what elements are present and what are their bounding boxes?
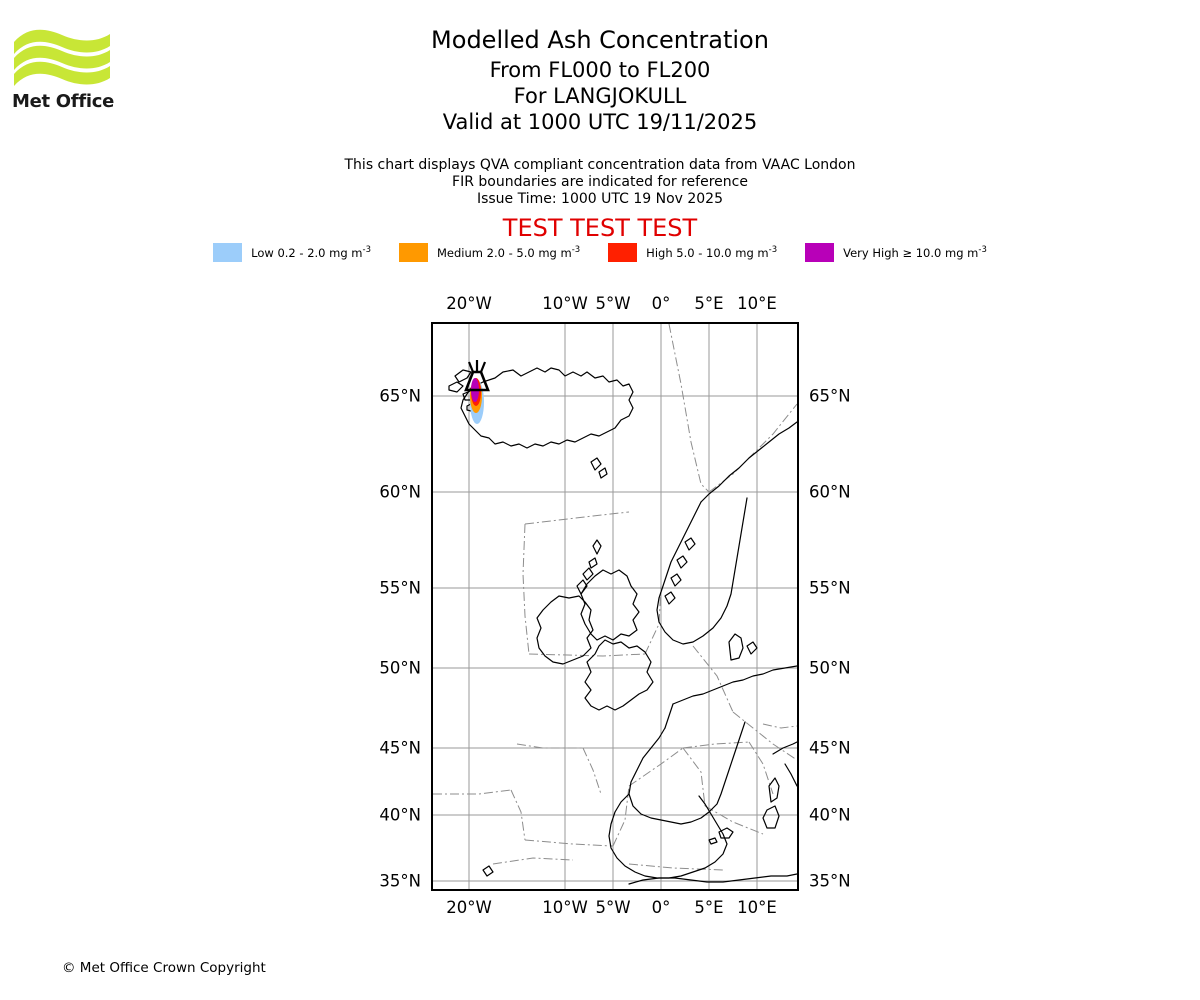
lat-label-right-3: 50°N	[809, 658, 851, 678]
test-banner: TEST TEST TEST	[502, 214, 698, 242]
legend-swatch-low	[213, 243, 243, 262]
coastlines	[448, 367, 797, 885]
subtitle-line-3: Issue Time: 1000 UTC 19 Nov 2025	[476, 191, 724, 208]
lon-label-top-2: 5°W	[595, 294, 631, 313]
lat-label-left-3: 50°N	[379, 658, 421, 678]
page-title: Modelled Ash Concentration From FL000 to…	[0, 28, 1200, 138]
legend-item-medium: Medium 2.0 - 5.0 mg m-3	[398, 243, 581, 262]
lon-label-top-0: 20°W	[446, 294, 492, 313]
legend-swatch-high	[608, 243, 638, 262]
lat-label-left-2: 55°N	[379, 578, 421, 598]
legend-label-medium: Medium 2.0 - 5.0 mg m-3	[436, 245, 581, 260]
fir-boundaries	[433, 324, 797, 871]
ash-plume	[470, 378, 484, 424]
lon-label-top-4: 5°E	[694, 294, 724, 313]
lat-label-right-6: 35°N	[809, 871, 851, 891]
map-plot-frame[interactable]	[431, 322, 799, 891]
title-line-1: Modelled Ash Concentration	[431, 26, 769, 54]
legend-label-low: Low 0.2 - 2.0 mg m-3	[251, 245, 371, 260]
lat-label-right-0: 65°N	[809, 386, 851, 406]
lat-label-left-1: 60°N	[379, 482, 421, 502]
lon-label-bottom-2: 5°W	[595, 898, 631, 917]
logo-wordmark: Met Office	[12, 91, 115, 112]
map-container: 20°W 20°W 10°W 10°W 5°W 5°W 0° 0° 5°E 5°E 10°E 10°E…	[379, 294, 850, 917]
subtitle-line-2: FIR boundaries are indicated for referen…	[452, 174, 748, 191]
lat-label-left-6: 35°N	[379, 871, 421, 891]
title-line-2: From FL000 to FL200	[489, 58, 711, 82]
title-line-3: For LANGJOKULL	[513, 84, 687, 108]
lon-label-bottom-0: 20°W	[446, 898, 492, 917]
subtitle-line-1: This chart displays QVA compliant concen…	[344, 157, 856, 173]
legend-item-low: Low 0.2 - 2.0 mg m-3	[213, 243, 371, 262]
lon-label-top-3: 0°	[651, 294, 671, 313]
legend-item-high: High 5.0 - 10.0 mg m-3	[608, 243, 777, 262]
chart-description: This chart displays QVA compliant concen…	[0, 157, 1200, 208]
lon-label-bottom-5: 10°E	[737, 898, 777, 917]
map-gridlines	[433, 324, 797, 889]
lon-label-bottom-3: 0°	[651, 898, 671, 917]
met-office-logo: Met Office	[12, 22, 122, 117]
lat-label-right-4: 45°N	[809, 738, 851, 758]
lon-label-bottom-1: 10°W	[542, 898, 588, 917]
volcano-icon	[464, 360, 490, 392]
legend-label-very-high: Very High ≥ 10.0 mg m-3	[843, 245, 987, 260]
lat-label-right-5: 40°N	[809, 805, 851, 825]
map-graphic	[433, 324, 797, 889]
lat-label-right-2: 55°N	[809, 578, 851, 598]
legend-swatch-medium	[398, 243, 428, 262]
legend-item-very-high: Very High ≥ 10.0 mg m-3	[805, 243, 987, 262]
legend-swatch-very-high	[805, 243, 835, 262]
lat-label-left-0: 65°N	[379, 386, 421, 406]
concentration-legend: Low 0.2 - 2.0 mg m-3 Medium 2.0 - 5.0 mg …	[0, 243, 1200, 262]
copyright-notice: © Met Office Crown Copyright	[62, 960, 266, 976]
lon-label-top-1: 10°W	[542, 294, 588, 313]
lon-label-top-5: 10°E	[737, 294, 777, 313]
lon-label-bottom-4: 5°E	[694, 898, 724, 917]
title-line-4: Valid at 1000 UTC 19/11/2025	[442, 110, 758, 134]
lat-label-right-1: 60°N	[809, 482, 851, 502]
lat-label-left-4: 45°N	[379, 738, 421, 758]
met-office-waves-icon	[14, 29, 110, 86]
lat-label-left-5: 40°N	[379, 805, 421, 825]
legend-label-high: High 5.0 - 10.0 mg m-3	[646, 245, 778, 260]
